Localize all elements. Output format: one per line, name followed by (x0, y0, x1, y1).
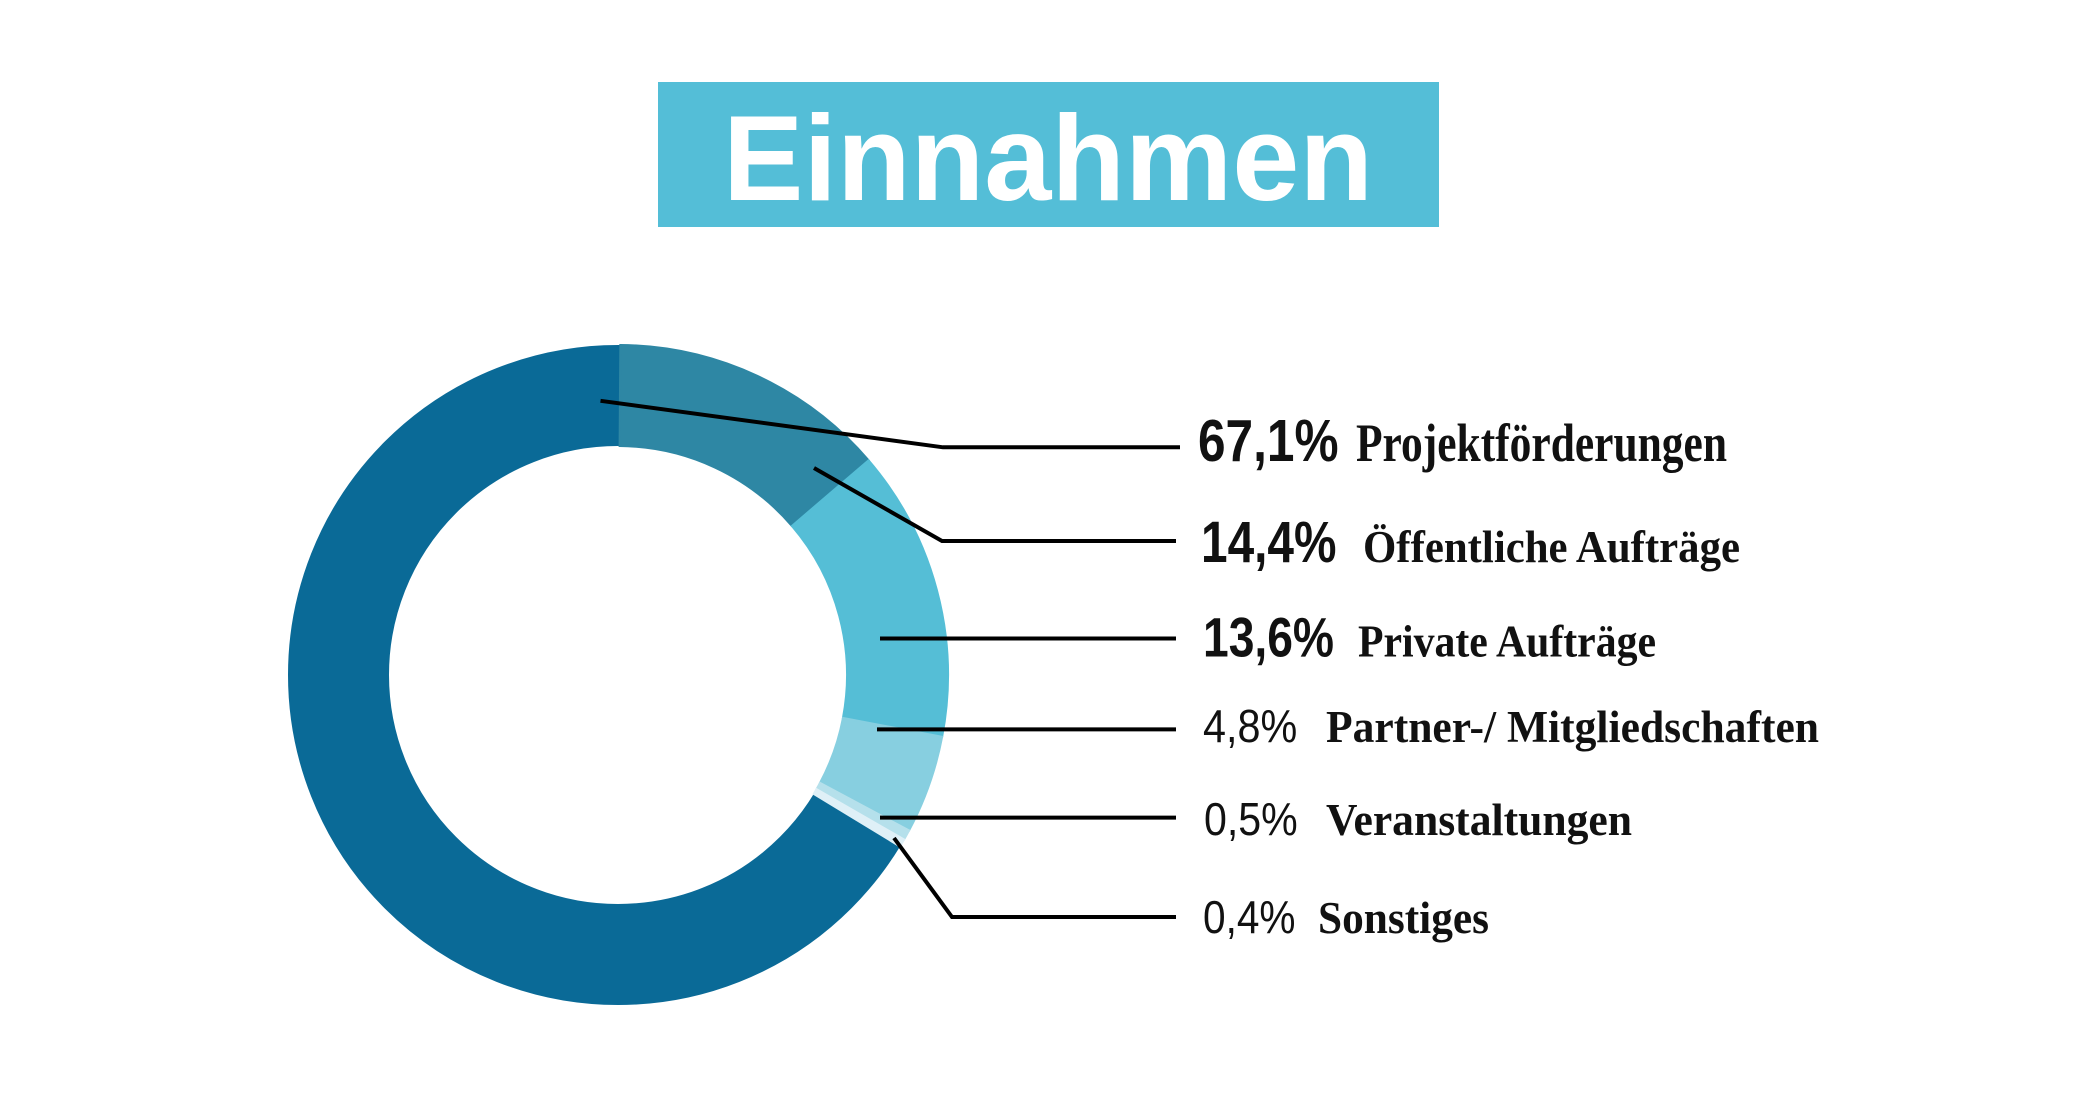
svg-text:13,6%: 13,6% (1203, 606, 1334, 669)
svg-text:67,1%: 67,1% (1198, 408, 1339, 474)
svg-text:0,4%: 0,4% (1203, 891, 1296, 943)
svg-text:Projektförderungen: Projektförderungen (1356, 413, 1727, 473)
svg-text:Öffentliche Aufträge: Öffentliche Aufträge (1363, 521, 1740, 572)
svg-text:Veranstaltungen: Veranstaltungen (1326, 795, 1632, 845)
svg-text:Sonstiges: Sonstiges (1318, 893, 1489, 943)
svg-text:4,8%: 4,8% (1203, 700, 1297, 752)
svg-text:Partner-/ Mitgliedschaften: Partner-/ Mitgliedschaften (1326, 702, 1819, 752)
svg-text:14,4%: 14,4% (1201, 510, 1337, 575)
svg-text:Private Aufträge: Private Aufträge (1358, 616, 1656, 667)
svg-text:Einnahmen: Einnahmen (723, 90, 1373, 226)
svg-text:0,5%: 0,5% (1204, 793, 1298, 845)
